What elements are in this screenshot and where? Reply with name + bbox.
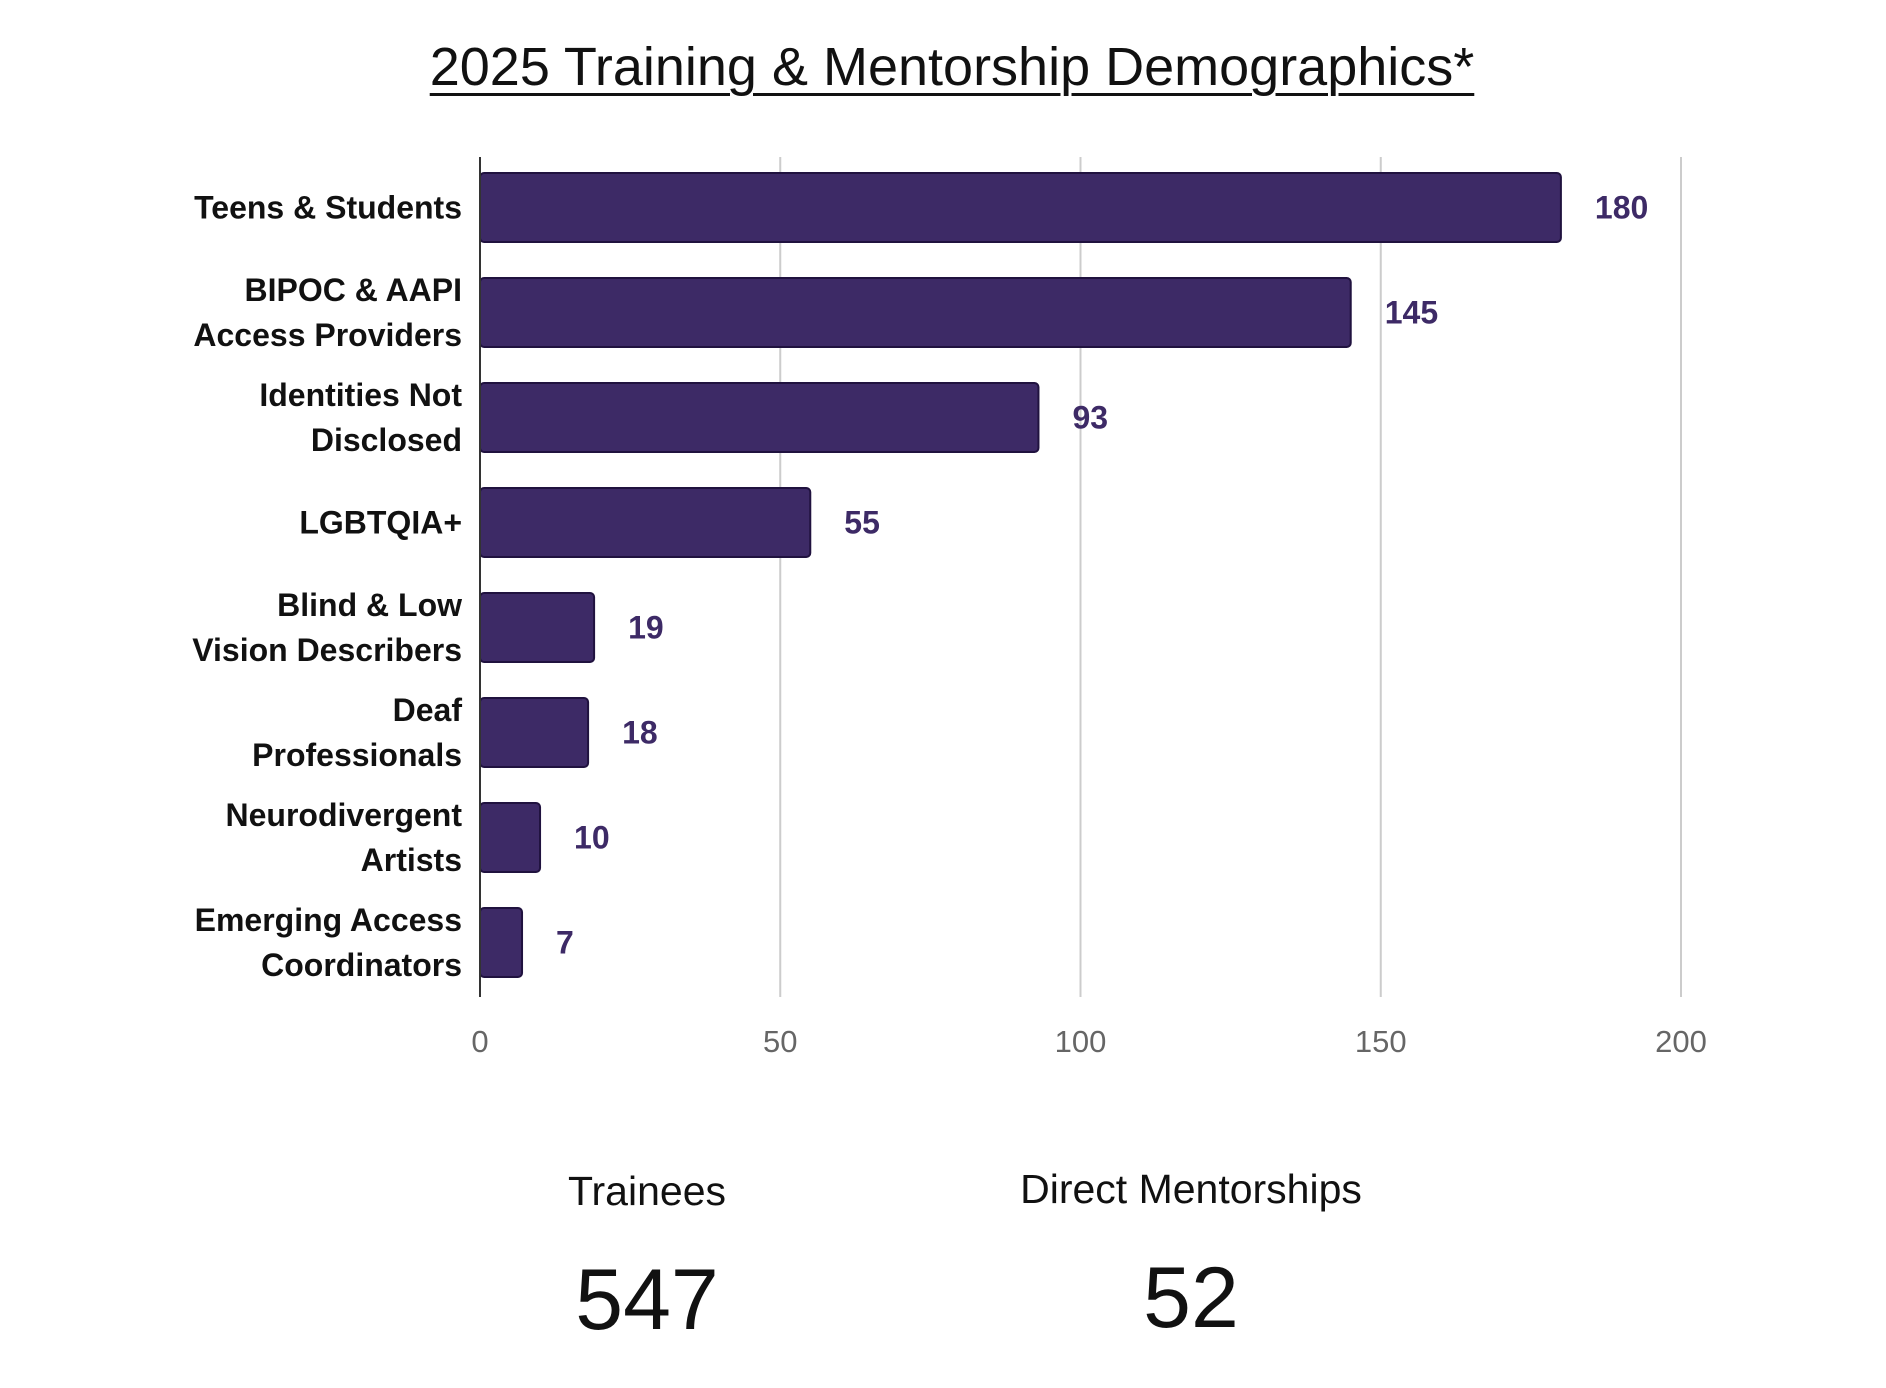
category-label: LGBTQIA+ <box>299 505 462 541</box>
bar <box>479 907 524 978</box>
bar <box>479 802 542 873</box>
x-tick-label: 150 <box>1355 1024 1407 1059</box>
category-label: Teens & Students <box>194 190 462 226</box>
data-label: 55 <box>844 505 880 541</box>
bar <box>479 592 596 663</box>
stat-label: Direct Mentorships <box>1020 1166 1362 1212</box>
bar <box>479 382 1040 453</box>
data-label: 93 <box>1072 400 1108 436</box>
category-label: Emerging Access <box>195 902 462 938</box>
stat-label: Trainees <box>568 1168 726 1214</box>
stat-direct-mentorships: Direct Mentorships 52 <box>891 1166 1491 1348</box>
category-label: Vision Describers <box>192 632 462 668</box>
category-label: Neurodivergent <box>226 797 463 833</box>
data-label: 19 <box>628 610 664 646</box>
bar-chart: 0 50 100 150 200 180 Teens & Students 145 BIPOC … <box>192 157 1707 1059</box>
category-label: Professionals <box>252 737 462 773</box>
category-label: Blind & Low <box>277 587 462 623</box>
category-label: Coordinators <box>261 947 462 983</box>
stat-value: 52 <box>1143 1250 1239 1346</box>
data-label: 18 <box>622 715 658 751</box>
stat-value: 547 <box>575 1252 719 1348</box>
bar <box>479 697 590 768</box>
chart-title: 2025 Training & Mentorship Demographics* <box>429 37 1475 97</box>
category-label: Identities Not <box>259 377 462 413</box>
data-label: 145 <box>1385 295 1438 331</box>
category-label: Disclosed <box>311 422 462 458</box>
data-label: 7 <box>556 925 574 961</box>
stat-trainees: Trainees 547 <box>347 1168 947 1350</box>
category-label: Access Providers <box>193 317 462 353</box>
x-tick-label: 200 <box>1655 1024 1707 1059</box>
bar <box>479 172 1562 243</box>
x-tick-label: 100 <box>1055 1024 1107 1059</box>
bar <box>479 487 812 558</box>
bar <box>479 277 1352 348</box>
data-label: 180 <box>1595 190 1648 226</box>
category-label: Deaf <box>393 692 463 728</box>
category-label: BIPOC & AAPI <box>245 272 463 308</box>
data-label: 10 <box>574 820 610 856</box>
x-tick-label: 50 <box>763 1024 797 1059</box>
category-label: Artists <box>361 842 462 878</box>
x-tick-label: 0 <box>471 1024 488 1059</box>
